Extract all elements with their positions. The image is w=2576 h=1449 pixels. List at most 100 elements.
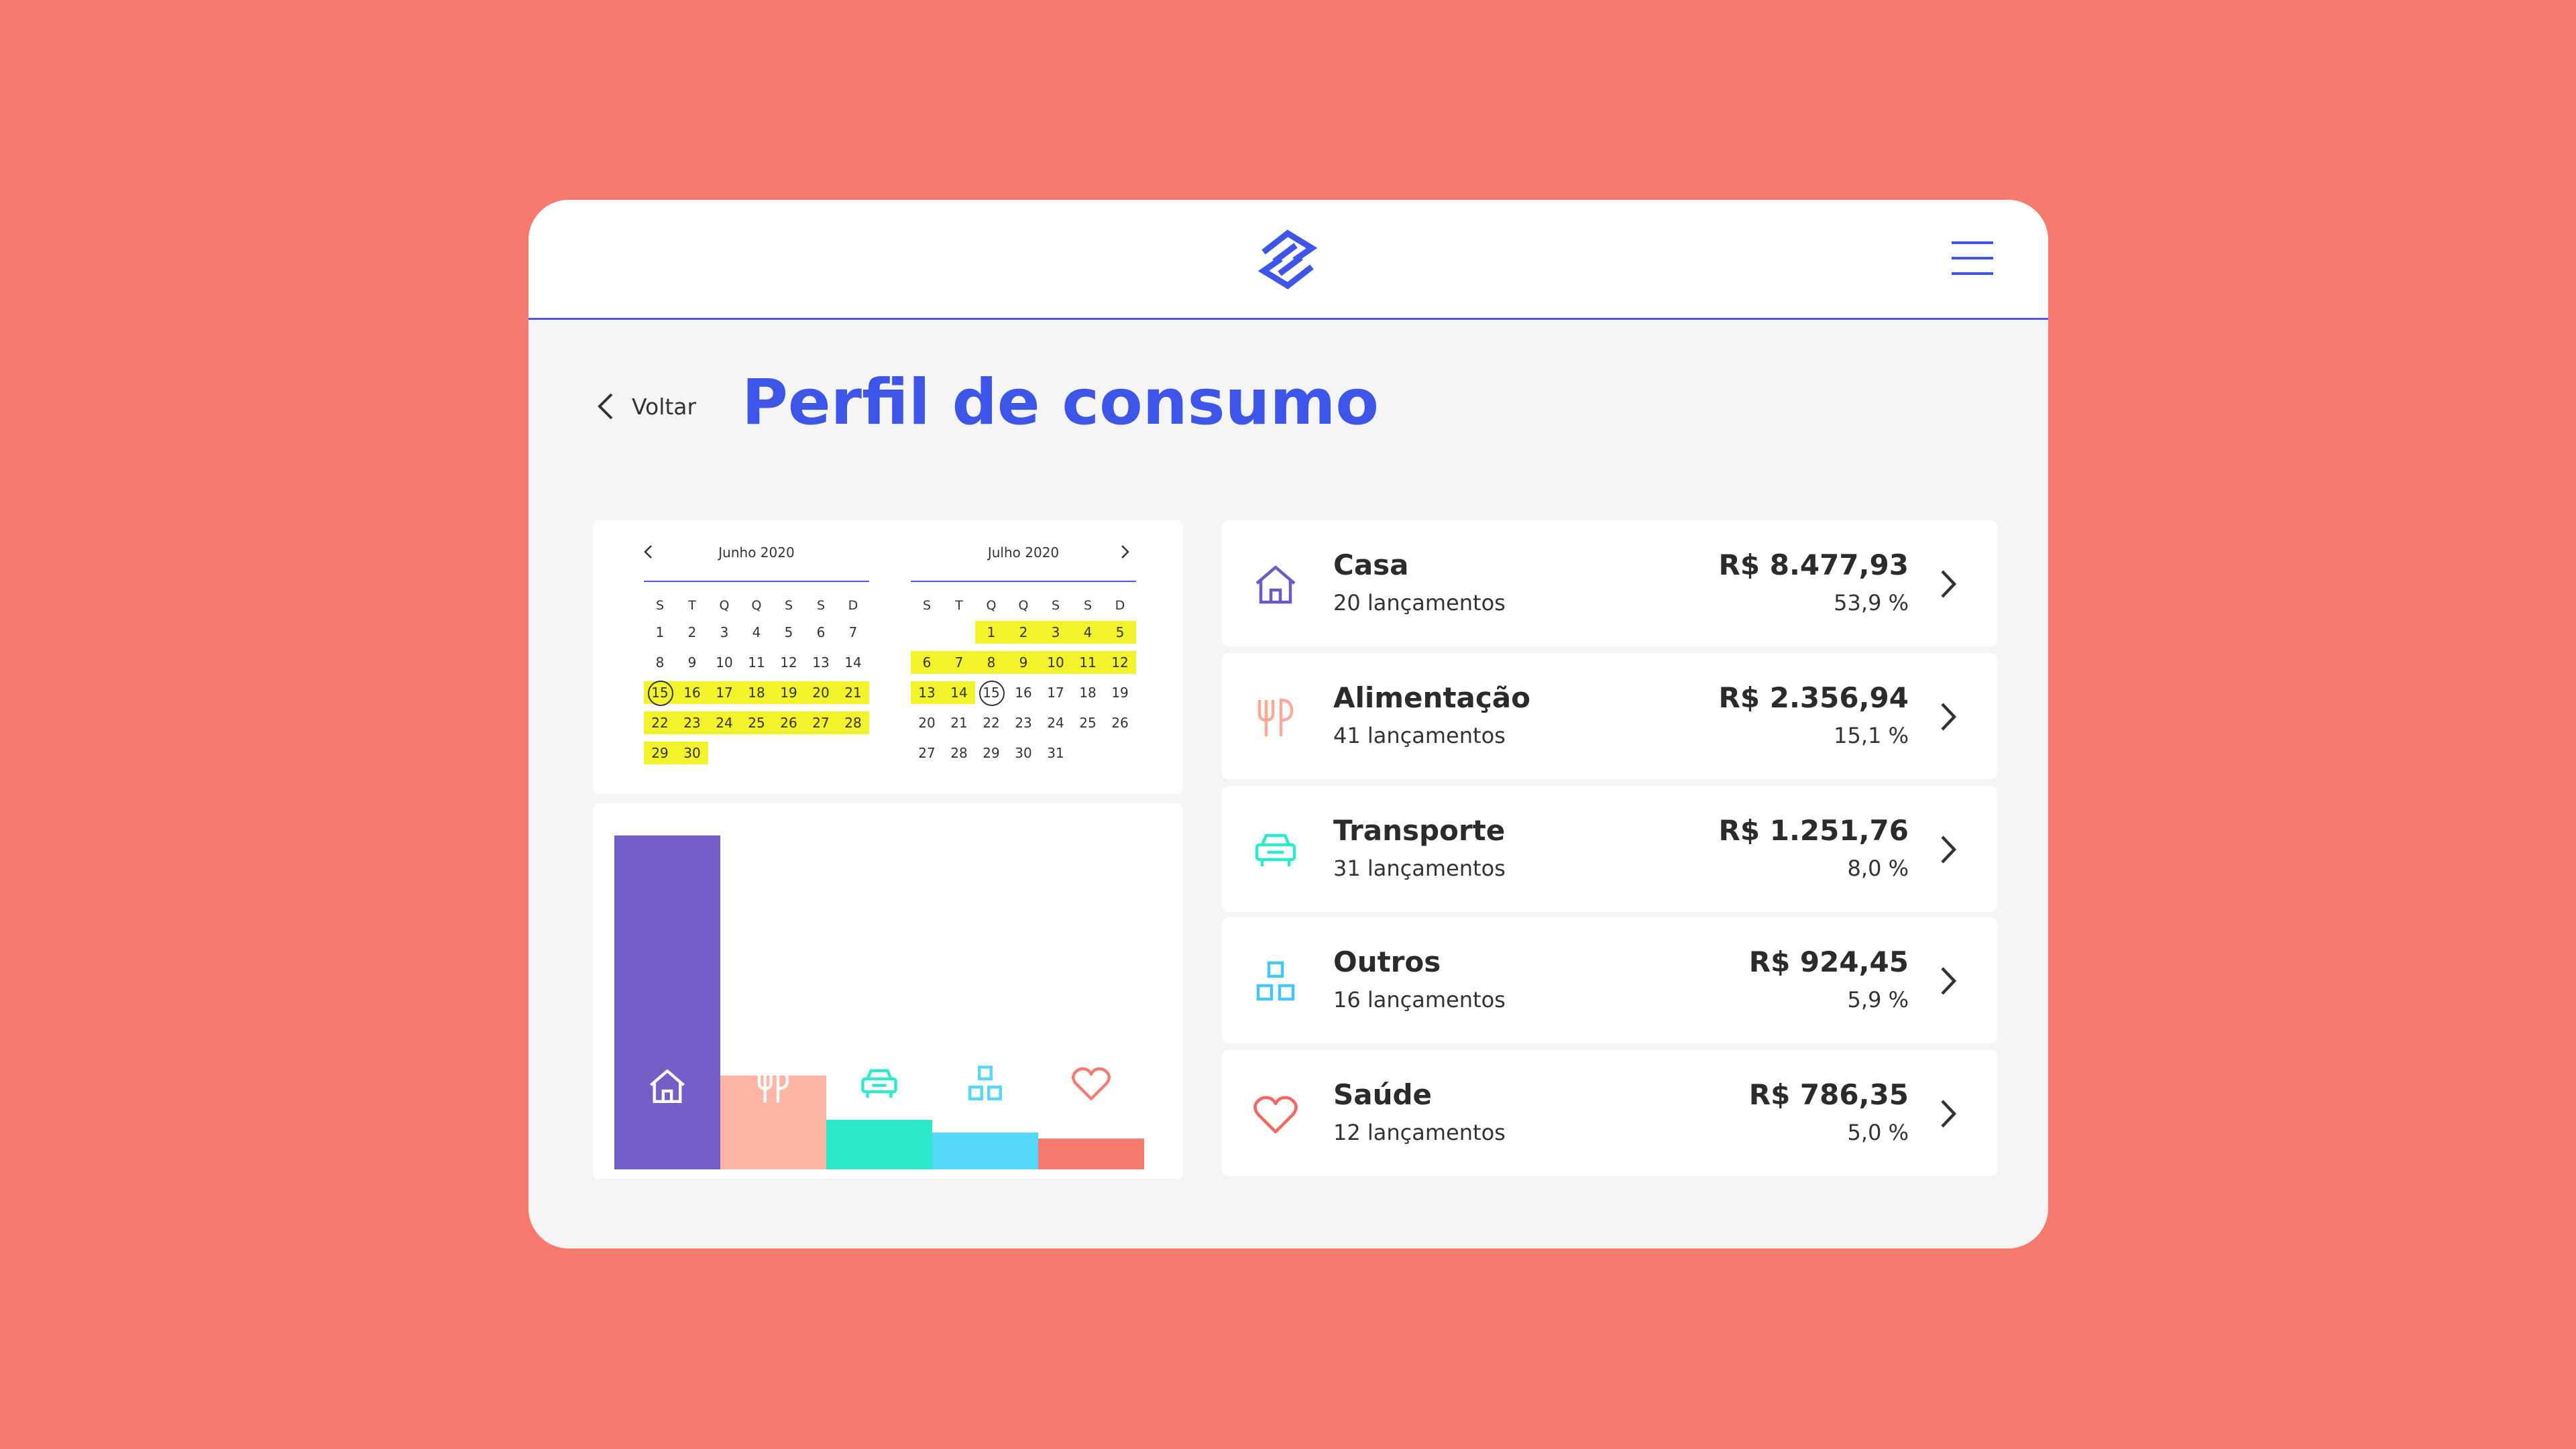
bar-alimentação[interactable] [720, 1076, 826, 1169]
calendar-day[interactable]: 23 [676, 711, 708, 734]
category-card-saúde[interactable]: Saúde 12 lançamentos R$ 786,35 5,0 % [1222, 1050, 1997, 1176]
calendar-day[interactable]: 9 [687, 654, 697, 671]
prev-month-icon[interactable] [638, 542, 659, 562]
calendar-day[interactable]: 5 [784, 624, 793, 640]
calendar-day[interactable]: 7 [848, 624, 858, 640]
bb-logo-icon[interactable] [1254, 228, 1321, 291]
calendar-day[interactable]: 16 [676, 681, 708, 704]
calendar-day[interactable]: 25 [1079, 715, 1097, 731]
calendar-day[interactable]: 26 [1111, 715, 1129, 731]
chevron-right-icon[interactable] [1938, 1097, 1958, 1131]
calendar-week: 15 16 17 18 19 20 21 [644, 679, 869, 709]
back-button[interactable]: Voltar [596, 386, 696, 426]
calendar-day[interactable]: 11 [1072, 651, 1104, 674]
calendar-day[interactable]: 26 [773, 711, 805, 734]
category-card-outros[interactable]: Outros 16 lançamentos R$ 924,45 5,9 % [1222, 917, 1997, 1043]
calendar-day[interactable]: 2 [1007, 621, 1040, 644]
calendar-day[interactable]: 24 [708, 711, 740, 734]
calendar-day[interactable]: 25 [740, 711, 773, 734]
calendar-day[interactable]: 15 [644, 681, 676, 706]
house-icon [650, 1069, 685, 1103]
category-card-casa[interactable]: Casa 20 lançamentos R$ 8.477,93 53,9 % [1222, 520, 1997, 646]
chevron-right-icon[interactable] [1938, 567, 1958, 601]
calendar-day[interactable]: 17 [1047, 685, 1064, 701]
calendar-grid: S T Q Q S S D 1 2 3 4 5 6 7 8 9 10 11 12 13 14 15 16 17 18 19 20 21… [644, 594, 869, 769]
calendar-day[interactable]: 28 [950, 745, 968, 761]
calendar-day[interactable]: 9 [1007, 651, 1040, 674]
calendar-day[interactable]: 6 [911, 651, 943, 674]
calendar-day[interactable]: 12 [1104, 651, 1136, 674]
calendar-day[interactable]: 22 [983, 715, 1000, 731]
boxes-icon [1256, 961, 1295, 1001]
calendar-day[interactable]: 5 [1104, 621, 1136, 644]
back-label: Voltar [632, 393, 697, 420]
calendar-day[interactable]: 13 [812, 654, 830, 671]
chevron-right-icon[interactable] [1938, 833, 1958, 866]
chevron-right-icon[interactable] [1938, 964, 1958, 998]
calendar-day[interactable]: 8 [975, 651, 1007, 674]
calendar-empty-cell [911, 621, 943, 644]
calendar-day[interactable]: 17 [708, 681, 740, 704]
weekday-label: S [1051, 598, 1060, 613]
calendar-day[interactable]: 20 [918, 715, 936, 731]
category-count: 31 lançamentos [1333, 856, 1506, 881]
calendar-day[interactable]: 3 [1040, 621, 1072, 644]
heart-icon [1072, 1067, 1111, 1100]
hamburger-menu-icon[interactable] [1950, 240, 1995, 276]
category-card-transporte[interactable]: Transporte 31 lançamentos R$ 1.251,76 8,… [1222, 786, 1997, 912]
calendar-day[interactable]: 21 [950, 715, 968, 731]
calendar-day[interactable]: 20 [805, 681, 837, 704]
chevron-right-icon[interactable] [1938, 700, 1958, 734]
calendar-day[interactable]: 30 [676, 742, 708, 764]
bar-outros[interactable] [932, 1133, 1038, 1169]
calendar-day[interactable]: 7 [943, 651, 975, 674]
calendar-day[interactable]: 1 [655, 624, 665, 640]
calendar-day[interactable]: 6 [816, 624, 826, 640]
calendar-day[interactable]: 30 [1015, 745, 1032, 761]
weekday-label: S [816, 598, 826, 613]
calendar-day[interactable]: 14 [943, 681, 975, 704]
calendar-day[interactable]: 29 [983, 745, 1000, 761]
calendar-day[interactable]: 21 [837, 681, 869, 704]
calendar-day[interactable]: 31 [1047, 745, 1064, 761]
calendar-day[interactable]: 24 [1047, 715, 1064, 731]
calendar-day[interactable]: 3 [720, 624, 729, 640]
calendar-day[interactable]: 14 [844, 654, 862, 671]
chevron-left-icon [598, 393, 613, 420]
calendar-day[interactable]: 18 [1079, 685, 1097, 701]
calendar-day[interactable]: 2 [687, 624, 697, 640]
calendar-day[interactable]: 19 [773, 681, 805, 704]
calendar-day[interactable]: 23 [1015, 715, 1032, 731]
calendar-day[interactable]: 8 [655, 654, 665, 671]
calendar-day[interactable]: 10 [1040, 651, 1072, 674]
calendar-empty-cell [805, 742, 837, 764]
calendar-day[interactable]: 29 [644, 742, 676, 764]
bar-transporte[interactable] [826, 1120, 932, 1169]
bar-casa[interactable] [614, 835, 720, 1169]
bar-saúde[interactable] [1038, 1139, 1144, 1169]
heart-icon [1253, 1096, 1298, 1134]
calendar-day[interactable]: 11 [748, 654, 765, 671]
calendar-day[interactable]: 16 [1015, 685, 1032, 701]
calendar-day[interactable]: 10 [716, 654, 733, 671]
next-month-icon[interactable] [1115, 542, 1135, 562]
calendar-day[interactable]: 18 [740, 681, 773, 704]
calendar-day[interactable]: 13 [911, 681, 943, 704]
calendar-day[interactable]: 4 [1072, 621, 1104, 644]
category-card-alimentação[interactable]: Alimentação 41 lançamentos R$ 2.356,94 1… [1222, 653, 1997, 779]
calendar-day[interactable]: 1 [975, 621, 1007, 644]
calendar-day[interactable]: 12 [780, 654, 797, 671]
calendar-day[interactable]: 22 [644, 711, 676, 734]
weekday-label: Q [719, 598, 730, 613]
category-count: 16 lançamentos [1333, 987, 1506, 1012]
category-name: Saúde [1333, 1078, 1433, 1111]
calendar-day[interactable]: 15 [975, 681, 1007, 706]
category-amount: R$ 2.356,94 [1718, 681, 1909, 714]
calendar-day[interactable]: 19 [1111, 685, 1129, 701]
calendar-day[interactable]: 4 [752, 624, 761, 640]
calendar-day[interactable]: 27 [805, 711, 837, 734]
calendar-day[interactable]: 27 [918, 745, 936, 761]
calendar-day[interactable]: 28 [837, 711, 869, 734]
